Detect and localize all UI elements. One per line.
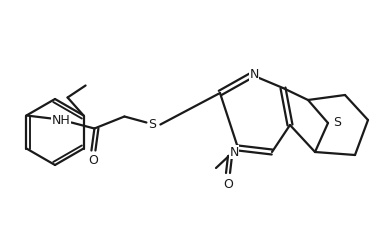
Text: O: O — [88, 154, 98, 167]
Text: S: S — [149, 118, 156, 131]
Text: N: N — [249, 68, 259, 81]
Text: O: O — [223, 177, 233, 191]
Text: S: S — [333, 116, 341, 130]
Text: N: N — [229, 145, 239, 159]
Text: NH: NH — [52, 114, 71, 127]
